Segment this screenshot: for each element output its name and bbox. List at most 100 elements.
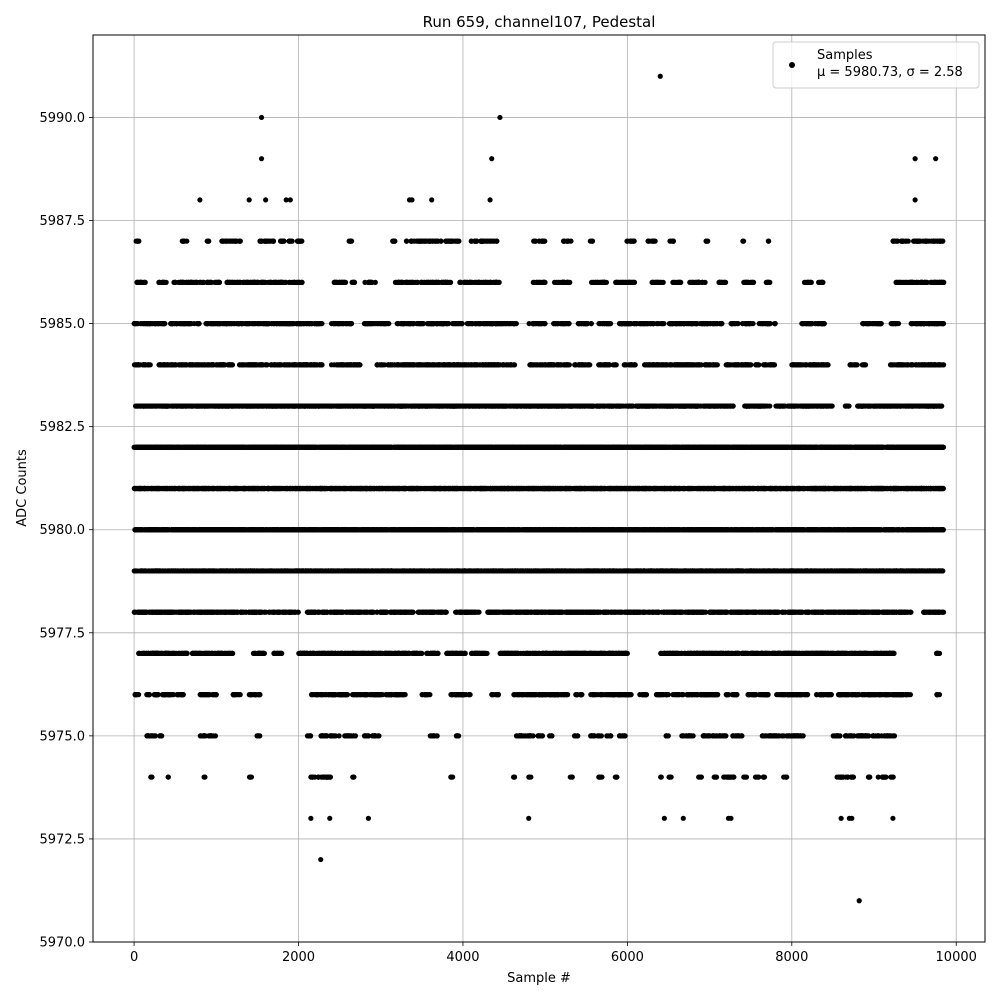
data-point [546, 362, 552, 368]
data-point [663, 362, 669, 368]
data-point [435, 238, 441, 244]
data-point [307, 362, 313, 368]
data-point [594, 279, 600, 285]
data-point [340, 279, 346, 285]
data-point [535, 362, 541, 368]
data-point [718, 279, 724, 285]
data-point [199, 403, 205, 409]
data-point [425, 362, 431, 368]
data-point [915, 403, 922, 409]
data-point [687, 279, 693, 285]
data-point [767, 320, 773, 327]
data-point [798, 362, 804, 368]
data-point [490, 238, 496, 244]
data-point [235, 403, 241, 409]
data-point [901, 362, 907, 368]
data-point [492, 320, 498, 327]
data-point [649, 238, 655, 244]
data-point [666, 403, 672, 409]
data-point [148, 403, 154, 409]
data-point [763, 320, 769, 327]
data-point [509, 362, 515, 368]
data-point [568, 403, 574, 409]
data-point [416, 238, 422, 244]
data-point [619, 320, 625, 327]
data-point [503, 362, 509, 368]
data-point [407, 279, 413, 285]
data-point [136, 238, 142, 244]
data-point [204, 320, 210, 327]
data-point [376, 320, 383, 327]
data-point [922, 362, 928, 368]
data-point [703, 238, 710, 244]
data-point [670, 238, 676, 244]
data-point [821, 320, 827, 327]
data-point [746, 320, 752, 327]
data-point [728, 320, 734, 327]
data-point [296, 362, 302, 368]
data-point [237, 362, 243, 368]
data-point [705, 320, 711, 327]
data-point [659, 320, 665, 327]
data-point [523, 403, 529, 409]
data-point [351, 279, 358, 285]
data-point [928, 238, 935, 244]
data-point [424, 403, 430, 409]
data-point [282, 403, 288, 409]
data-point [403, 279, 409, 285]
data-point [409, 238, 415, 244]
data-point [244, 320, 250, 327]
data-point [547, 403, 554, 409]
data-point [474, 238, 480, 244]
data-point [868, 403, 874, 409]
data-point [361, 403, 367, 409]
data-point [374, 362, 380, 368]
data-point [898, 238, 904, 244]
data-point [760, 362, 767, 368]
data-point [627, 362, 634, 368]
data-point [404, 403, 410, 409]
data-point [381, 403, 388, 409]
data-point [572, 362, 578, 368]
data-point [297, 320, 303, 327]
data-point [250, 403, 256, 409]
data-point [208, 320, 214, 327]
data-point [168, 362, 174, 368]
data-point [605, 320, 612, 327]
data-point [855, 403, 861, 409]
data-point [143, 320, 149, 327]
data-point [453, 238, 459, 244]
data-point [928, 320, 934, 327]
data-point [191, 362, 197, 368]
data-point [807, 279, 813, 285]
data-point [645, 403, 651, 409]
data-point [445, 403, 451, 409]
data-point [420, 320, 426, 327]
data-point [372, 279, 378, 285]
data-point [819, 279, 825, 285]
data-point [469, 279, 475, 285]
data-point [339, 362, 345, 368]
data-point [824, 403, 830, 409]
data-point [174, 320, 180, 327]
data-point [699, 279, 706, 285]
data-point [223, 320, 229, 327]
data-point [487, 279, 494, 285]
data-point [681, 320, 688, 327]
data-point [398, 362, 404, 368]
data-point [348, 320, 354, 327]
data-point [487, 320, 494, 327]
data-point [725, 362, 731, 368]
data-point [294, 279, 300, 285]
data-point [712, 403, 719, 409]
data-point [538, 320, 545, 327]
data-point [452, 320, 458, 327]
data-point [253, 279, 259, 285]
data-point [536, 238, 543, 244]
data-point [932, 279, 938, 285]
data-point [431, 320, 437, 327]
data-point [530, 362, 536, 368]
data-point [340, 320, 346, 327]
data-point [296, 403, 302, 409]
data-point [297, 238, 303, 244]
